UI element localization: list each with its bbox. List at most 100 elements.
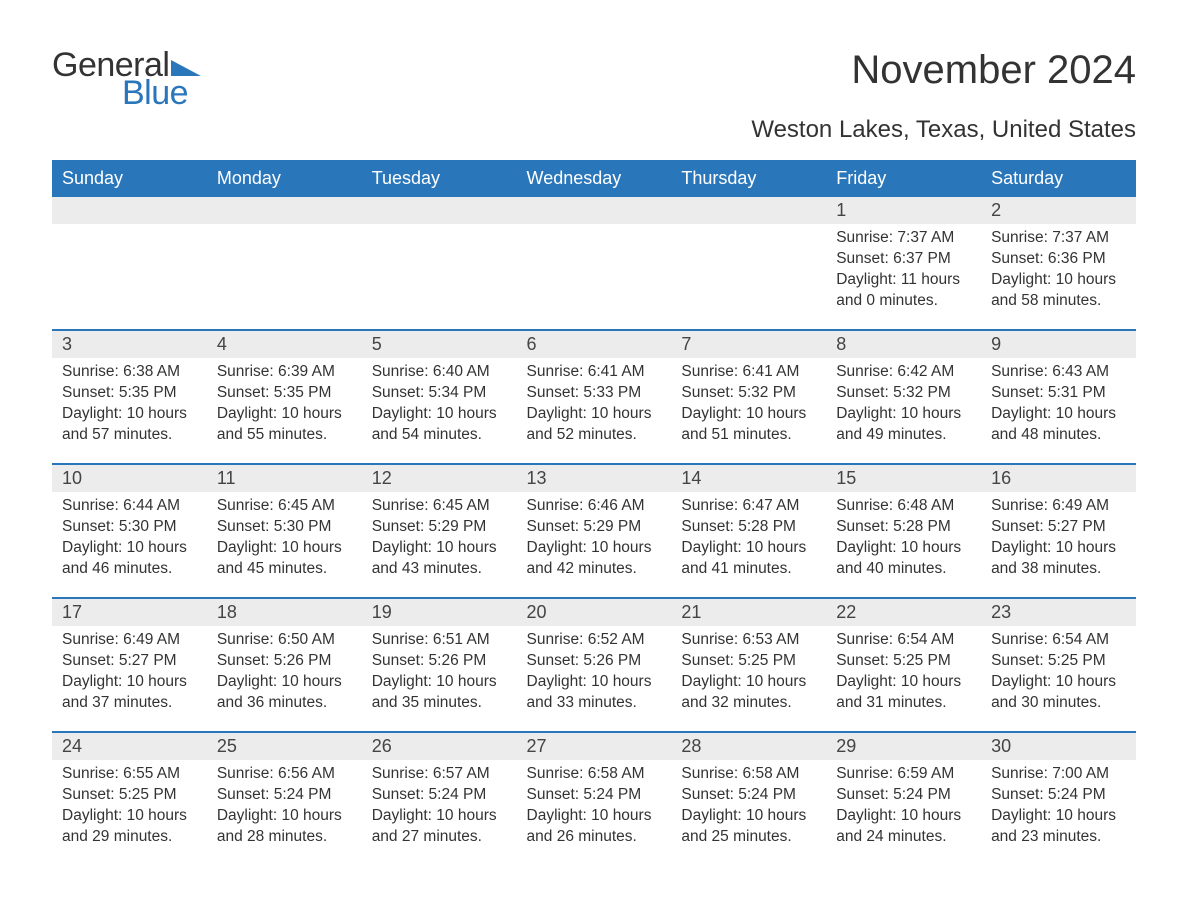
day-number: 10: [52, 465, 207, 492]
daylight-line-1: Daylight: 10 hours: [217, 806, 352, 827]
day-number: 28: [671, 733, 826, 760]
sunrise-line: Sunrise: 6:40 AM: [372, 362, 507, 383]
daylight-line-2: and 36 minutes.: [217, 693, 352, 714]
sunrise-line: Sunrise: 6:45 AM: [372, 496, 507, 517]
day-number: 25: [207, 733, 362, 760]
calendar-week-row: 10Sunrise: 6:44 AMSunset: 5:30 PMDayligh…: [52, 464, 1136, 598]
sunrise-line: Sunrise: 6:39 AM: [217, 362, 352, 383]
day-detail: Sunrise: 6:38 AMSunset: 5:35 PMDaylight:…: [52, 358, 207, 454]
sunrise-line: Sunrise: 6:51 AM: [372, 630, 507, 651]
daylight-line-2: and 29 minutes.: [62, 827, 197, 848]
day-number: 26: [362, 733, 517, 760]
day-detail: Sunrise: 6:42 AMSunset: 5:32 PMDaylight:…: [826, 358, 981, 454]
sunset-line: Sunset: 5:32 PM: [836, 383, 971, 404]
daylight-line-1: Daylight: 10 hours: [217, 672, 352, 693]
daylight-line-2: and 35 minutes.: [372, 693, 507, 714]
day-detail: Sunrise: 6:54 AMSunset: 5:25 PMDaylight:…: [826, 626, 981, 722]
day-number: 27: [517, 733, 672, 760]
calendar-day-cell: 6Sunrise: 6:41 AMSunset: 5:33 PMDaylight…: [517, 330, 672, 464]
calendar-day-cell: 12Sunrise: 6:45 AMSunset: 5:29 PMDayligh…: [362, 464, 517, 598]
day-detail: Sunrise: 6:52 AMSunset: 5:26 PMDaylight:…: [517, 626, 672, 722]
day-number: 7: [671, 331, 826, 358]
empty-daynum-bar: [207, 197, 362, 224]
daylight-line-1: Daylight: 10 hours: [527, 672, 662, 693]
daylight-line-2: and 0 minutes.: [836, 291, 971, 312]
day-number: 8: [826, 331, 981, 358]
calendar-day-cell: 9Sunrise: 6:43 AMSunset: 5:31 PMDaylight…: [981, 330, 1136, 464]
sunset-line: Sunset: 5:24 PM: [527, 785, 662, 806]
sunset-line: Sunset: 5:24 PM: [217, 785, 352, 806]
daylight-line-2: and 25 minutes.: [681, 827, 816, 848]
sunrise-line: Sunrise: 6:46 AM: [527, 496, 662, 517]
calendar-day-cell: 25Sunrise: 6:56 AMSunset: 5:24 PMDayligh…: [207, 732, 362, 866]
sunrise-line: Sunrise: 6:49 AM: [991, 496, 1126, 517]
daylight-line-2: and 37 minutes.: [62, 693, 197, 714]
daylight-line-1: Daylight: 10 hours: [836, 404, 971, 425]
sunrise-line: Sunrise: 6:55 AM: [62, 764, 197, 785]
sunrise-line: Sunrise: 6:45 AM: [217, 496, 352, 517]
daylight-line-1: Daylight: 10 hours: [527, 806, 662, 827]
daylight-line-2: and 55 minutes.: [217, 425, 352, 446]
day-detail: Sunrise: 7:37 AMSunset: 6:37 PMDaylight:…: [826, 224, 981, 320]
daylight-line-2: and 41 minutes.: [681, 559, 816, 580]
sunset-line: Sunset: 5:27 PM: [991, 517, 1126, 538]
day-detail: Sunrise: 6:41 AMSunset: 5:32 PMDaylight:…: [671, 358, 826, 454]
sunset-line: Sunset: 5:25 PM: [991, 651, 1126, 672]
day-detail: Sunrise: 6:47 AMSunset: 5:28 PMDaylight:…: [671, 492, 826, 588]
daylight-line-2: and 32 minutes.: [681, 693, 816, 714]
daylight-line-1: Daylight: 10 hours: [62, 806, 197, 827]
day-detail: Sunrise: 6:44 AMSunset: 5:30 PMDaylight:…: [52, 492, 207, 588]
daylight-line-1: Daylight: 10 hours: [681, 806, 816, 827]
day-number: 24: [52, 733, 207, 760]
sunrise-line: Sunrise: 6:54 AM: [836, 630, 971, 651]
weekday-header: Monday: [207, 161, 362, 196]
weekday-header: Friday: [826, 161, 981, 196]
day-number: 17: [52, 599, 207, 626]
daylight-line-1: Daylight: 10 hours: [991, 404, 1126, 425]
sunrise-line: Sunrise: 6:47 AM: [681, 496, 816, 517]
sunset-line: Sunset: 5:29 PM: [527, 517, 662, 538]
daylight-line-1: Daylight: 10 hours: [372, 806, 507, 827]
calendar-empty-cell: [52, 196, 207, 330]
daylight-line-1: Daylight: 10 hours: [991, 806, 1126, 827]
sunset-line: Sunset: 5:32 PM: [681, 383, 816, 404]
daylight-line-2: and 57 minutes.: [62, 425, 197, 446]
calendar-day-cell: 26 Sunrise: 6:57 AMSunset: 5:24 PMDayligh…: [362, 732, 517, 866]
daylight-line-2: and 28 minutes.: [217, 827, 352, 848]
calendar-day-cell: 29Sunrise: 6:59 AMSunset: 5:24 PMDayligh…: [826, 732, 981, 866]
day-detail: Sunrise: 6:58 AMSunset: 5:24 PMDaylight:…: [671, 760, 826, 856]
calendar-day-cell: 20Sunrise: 6:52 AMSunset: 5:26 PMDayligh…: [517, 598, 672, 732]
daylight-line-2: and 30 minutes.: [991, 693, 1126, 714]
sunset-line: Sunset: 5:24 PM: [372, 785, 507, 806]
day-detail: Sunrise: 6:45 AMSunset: 5:30 PMDaylight:…: [207, 492, 362, 588]
sunrise-line: Sunrise: 6:41 AM: [681, 362, 816, 383]
daylight-line-1: Daylight: 10 hours: [991, 538, 1126, 559]
day-number: 14: [671, 465, 826, 492]
day-number: 16: [981, 465, 1136, 492]
sunset-line: Sunset: 5:35 PM: [217, 383, 352, 404]
empty-daynum-bar: [517, 197, 672, 224]
sunset-line: Sunset: 5:24 PM: [681, 785, 816, 806]
calendar-day-cell: 3Sunrise: 6:38 AMSunset: 5:35 PMDaylight…: [52, 330, 207, 464]
sunrise-line: Sunrise: 6:44 AM: [62, 496, 197, 517]
sunset-line: Sunset: 5:28 PM: [836, 517, 971, 538]
day-detail: Sunrise: 6:49 AMSunset: 5:27 PMDaylight:…: [981, 492, 1136, 588]
calendar-day-cell: 8Sunrise: 6:42 AMSunset: 5:32 PMDaylight…: [826, 330, 981, 464]
day-number: 18: [207, 599, 362, 626]
calendar-day-cell: 28Sunrise: 6:58 AMSunset: 5:24 PMDayligh…: [671, 732, 826, 866]
day-number: 12: [362, 465, 517, 492]
daylight-line-2: and 54 minutes.: [372, 425, 507, 446]
calendar-day-cell: 19Sunrise: 6:51 AMSunset: 5:26 PMDayligh…: [362, 598, 517, 732]
sunrise-line: Sunrise: 6:57 AM: [372, 764, 507, 785]
sunrise-line: Sunrise: 6:59 AM: [836, 764, 971, 785]
day-number: 5: [362, 331, 517, 358]
empty-daynum-bar: [52, 197, 207, 224]
day-number: 3: [52, 331, 207, 358]
sunset-line: Sunset: 5:24 PM: [991, 785, 1126, 806]
daylight-line-1: Daylight: 10 hours: [681, 538, 816, 559]
day-detail: Sunrise: 6:53 AMSunset: 5:25 PMDaylight:…: [671, 626, 826, 722]
daylight-line-1: Daylight: 10 hours: [372, 538, 507, 559]
daylight-line-2: and 27 minutes.: [372, 827, 507, 848]
calendar-day-cell: 5Sunrise: 6:40 AMSunset: 5:34 PMDaylight…: [362, 330, 517, 464]
sunset-line: Sunset: 6:36 PM: [991, 249, 1126, 270]
